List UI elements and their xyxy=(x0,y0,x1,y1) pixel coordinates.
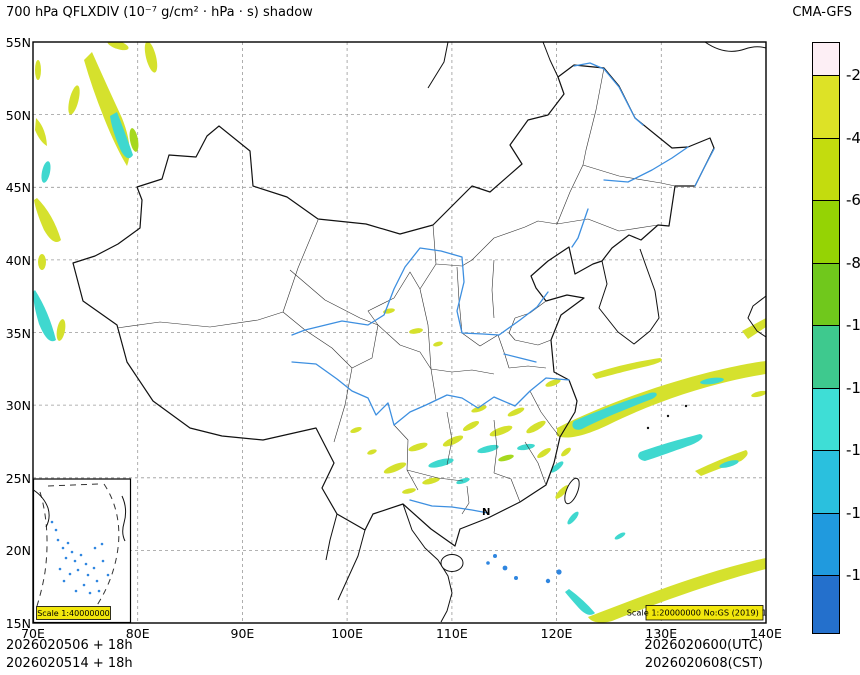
colorbar-segment xyxy=(813,76,839,139)
y-axis-tick-label: 15N xyxy=(5,616,31,631)
x-axis-tick-label: 140E xyxy=(750,626,782,641)
colorbar-tick-label: -14 xyxy=(846,441,860,459)
y-axis-tick-label: 45N xyxy=(5,180,31,196)
footer-valid-utc: 2026020600(UTC) xyxy=(644,638,763,653)
neighbour-coastlines xyxy=(325,42,766,623)
map-frame xyxy=(32,41,767,624)
x-axis-tick-label: 100E xyxy=(331,626,364,641)
inset-scale-box xyxy=(36,606,111,620)
y-axis-tick-label: 55N xyxy=(5,35,31,50)
y-axis-tick-label: 30N xyxy=(5,398,31,414)
inset-map: Scale 1:40000000 xyxy=(33,478,132,623)
x-axis-tick-label: 90E xyxy=(230,626,255,641)
colorbar-segment xyxy=(813,201,839,264)
graticule-grid xyxy=(33,42,766,623)
y-axis-tick-label: 20N xyxy=(5,543,31,559)
colorbar-tick-label: -6 xyxy=(846,191,860,209)
colorbar-tick-label: -8 xyxy=(846,253,860,272)
x-axis-tick-label: 80E xyxy=(125,626,150,641)
rivers xyxy=(291,62,715,514)
footer-run-utc: 2026020506 + 18h xyxy=(6,638,133,653)
footer-run-cst: 2026020514 + 18h xyxy=(6,656,133,671)
colorbar-segment xyxy=(813,451,839,514)
colorbar-segment xyxy=(813,138,839,201)
footer-valid-cst: 2026020608(CST) xyxy=(644,656,763,671)
y-axis-tick-label: 50N xyxy=(5,107,31,123)
map-marker-label: N xyxy=(482,507,490,518)
colorbar-segment xyxy=(813,513,839,576)
inset-frame xyxy=(33,478,132,623)
colorbar-segment xyxy=(813,388,839,451)
colorbar-tick-label: -16 xyxy=(846,503,860,522)
taiwan-island xyxy=(564,477,580,505)
colorbar-tick-label: -18 xyxy=(846,566,860,584)
colorbar-segment xyxy=(813,263,839,326)
x-axis-tick-label: 130E xyxy=(645,626,678,641)
inset-island-dots xyxy=(50,520,110,595)
colorbar-tick-label: -10 xyxy=(846,316,860,334)
colorbar-segment xyxy=(813,43,839,76)
inset-scale-label: Scale 1:40000000 xyxy=(37,609,110,618)
colorbar-tick-label: -4 xyxy=(846,128,860,147)
colorbar-tick-label: -2 xyxy=(846,66,860,84)
scale-label: Scale 1:20000000 No:GS (2019) 1786 xyxy=(627,608,783,618)
x-axis-tick-label: 70E xyxy=(21,626,45,641)
x-axis-tick-label: 110E xyxy=(435,626,468,641)
colorbar xyxy=(812,42,840,634)
inset-dashed-boundary xyxy=(36,483,120,611)
model-name: CMA-GFS xyxy=(792,5,852,20)
province-borders xyxy=(116,67,676,515)
china-border xyxy=(72,64,715,547)
y-axis-tick-label: 40N xyxy=(5,252,31,268)
scale-box: Scale 1:20000000 No:GS (2019) 1786 xyxy=(627,605,783,621)
colorbar-segment xyxy=(813,326,839,389)
y-axis-tick-label: 35N xyxy=(5,325,31,341)
y-axis-tick-label: 25N xyxy=(5,470,31,486)
page-title: 700 hPa QFLXDIV (10⁻⁷ g/cm² · hPa · s) s… xyxy=(6,5,313,20)
x-axis-tick-label: 120E xyxy=(540,626,573,641)
hainan-island xyxy=(440,554,464,572)
shading-layer xyxy=(33,42,766,623)
colorbar-segment xyxy=(813,576,839,633)
colorbar-tick-label: -12 xyxy=(846,378,860,397)
